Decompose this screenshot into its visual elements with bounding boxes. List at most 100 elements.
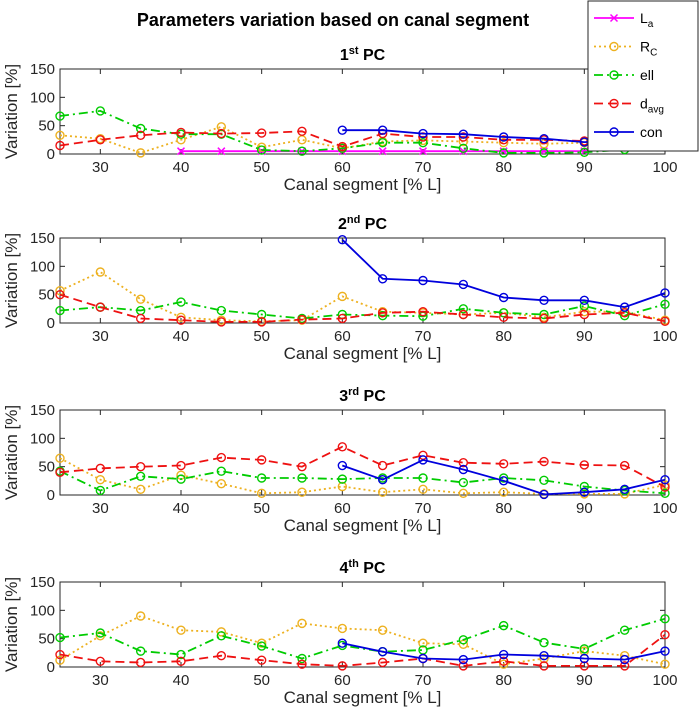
y-tick-label: 100	[30, 602, 55, 619]
data-point	[337, 661, 348, 671]
data-point	[660, 316, 670, 326]
data-point	[135, 611, 146, 621]
data-point	[458, 458, 469, 468]
y-tick-label: 50	[38, 459, 55, 476]
panel-title-rest: PC	[359, 388, 386, 405]
data-point	[337, 234, 348, 245]
legend-label-main: d	[640, 96, 648, 112]
data-point	[660, 630, 670, 640]
data-point	[216, 466, 227, 476]
data-point	[539, 313, 549, 324]
x-tick-label: 100	[652, 159, 677, 176]
data-point	[378, 147, 387, 156]
x-tick-label: 80	[495, 328, 512, 345]
x-tick-label: 70	[415, 328, 432, 345]
legend-label-main: R	[640, 39, 650, 55]
data-point	[95, 656, 106, 667]
data-point	[176, 315, 186, 325]
data-point	[337, 460, 348, 471]
axes-box	[59, 409, 666, 496]
series-line-davg	[59, 633, 666, 667]
panel-title-superscript: rd	[348, 386, 359, 398]
data-point	[498, 292, 509, 303]
series-davg	[55, 289, 670, 327]
series-ell	[55, 106, 670, 158]
legend-label-subscript: C	[650, 48, 657, 59]
data-point	[95, 475, 106, 485]
data-point	[377, 657, 388, 668]
data-point	[176, 625, 186, 635]
data-point	[458, 477, 469, 488]
data-point	[377, 274, 388, 284]
data-point	[95, 628, 106, 638]
panel-title-rest: PC	[359, 47, 386, 64]
data-point	[95, 631, 106, 641]
data-point	[216, 627, 227, 637]
data-point	[55, 467, 65, 478]
data-point	[55, 289, 65, 300]
data-point	[256, 317, 267, 327]
x-tick-label: 30	[92, 500, 109, 517]
data-point	[256, 145, 267, 155]
legend-entry-Rc: RC	[594, 39, 657, 59]
series-line-con	[342, 458, 666, 496]
data-point	[216, 128, 227, 139]
x-tick-label: 50	[253, 328, 270, 345]
legend-label-main: ell	[640, 67, 654, 83]
data-point	[498, 135, 509, 145]
y-tick-label: 150	[30, 574, 55, 591]
data-point	[418, 473, 428, 483]
data-point	[660, 614, 670, 624]
data-point	[619, 661, 630, 671]
panel-title-superscript: st	[349, 45, 359, 57]
data-point	[337, 623, 348, 634]
y-tick-label: 0	[47, 315, 55, 332]
data-point	[498, 312, 509, 323]
data-point	[458, 488, 469, 498]
data-point	[498, 473, 509, 483]
data-point-stroke	[217, 147, 226, 156]
legend-entry-davg: davg	[594, 96, 664, 116]
legend-label: ell	[640, 67, 654, 83]
data-point	[377, 137, 388, 148]
data-point	[256, 473, 267, 483]
data-point	[297, 126, 307, 137]
data-point	[297, 653, 307, 664]
data-point	[619, 625, 630, 635]
series-line-Rc	[59, 615, 666, 666]
data-point	[95, 135, 106, 145]
legend-label: davg	[640, 96, 664, 116]
data-point	[458, 654, 469, 665]
data-point	[579, 487, 590, 497]
panel-title-rest: PC	[359, 560, 386, 577]
data-point	[377, 125, 388, 135]
data-point	[135, 484, 146, 495]
data-point	[337, 442, 348, 452]
y-tick-label: 50	[38, 287, 55, 304]
series-line-con	[342, 642, 666, 661]
data-point	[418, 137, 428, 148]
x-tick-label: 90	[576, 328, 593, 345]
data-point	[337, 474, 348, 484]
data-point	[377, 460, 388, 471]
panel-title-number: 2	[338, 216, 347, 233]
series-line-con	[341, 239, 666, 309]
data-point	[458, 143, 469, 154]
data-point-stroke	[176, 147, 186, 156]
data-point	[135, 646, 146, 656]
legend-label-main: L	[640, 10, 648, 26]
y-tick-label: 50	[38, 631, 55, 648]
data-point	[418, 275, 428, 286]
x-tick-label: 70	[415, 159, 432, 176]
x-tick-label: 50	[253, 672, 270, 689]
data-point	[660, 659, 670, 669]
panel-title-number: 1	[340, 47, 349, 64]
data-point	[337, 125, 348, 135]
series-davg	[55, 442, 670, 492]
x-tick-label: 90	[576, 159, 593, 176]
data-point	[297, 314, 307, 325]
data-point	[619, 460, 630, 471]
data-point	[135, 130, 146, 141]
legend-marker	[609, 70, 619, 80]
